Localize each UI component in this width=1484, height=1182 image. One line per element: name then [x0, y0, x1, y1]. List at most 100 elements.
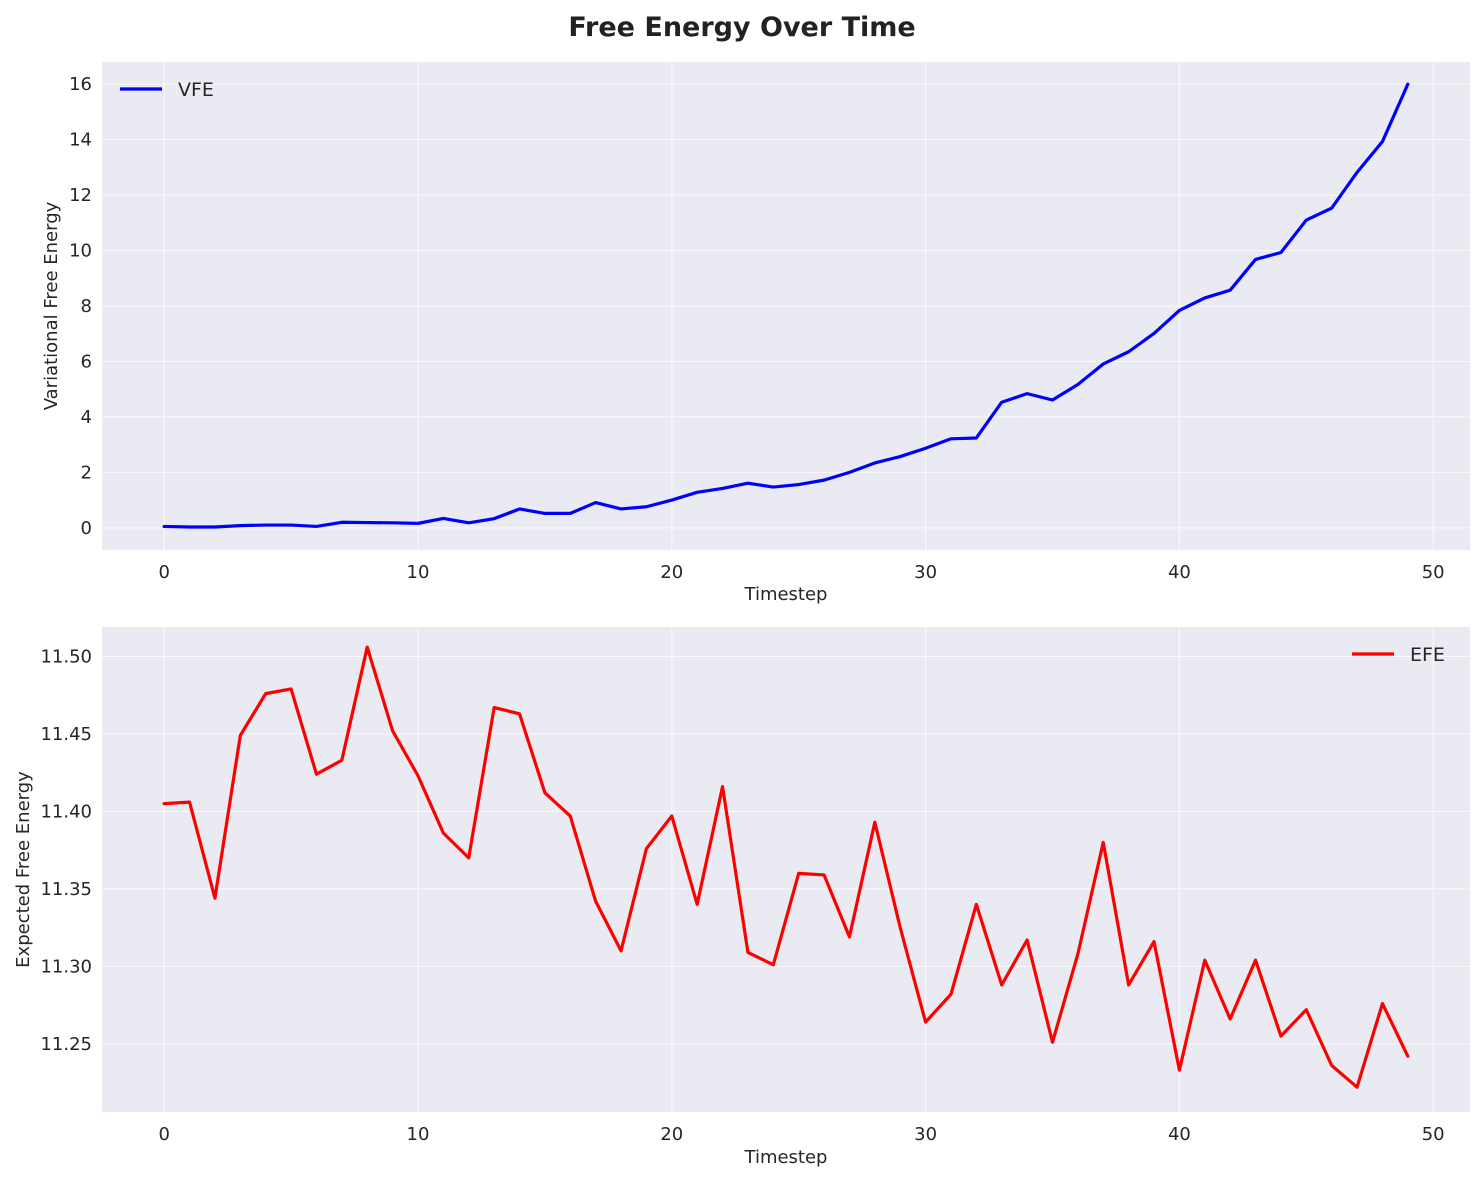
efe-data-point	[238, 733, 242, 737]
efe-data-point	[771, 963, 775, 967]
vfe-data-point	[441, 516, 445, 520]
efe-data-point	[1127, 983, 1131, 987]
vfe-data-point	[1330, 206, 1334, 210]
efe-y-tick-label: 11.25	[40, 1034, 92, 1055]
efe-data-point	[314, 772, 318, 776]
efe-data-point	[416, 774, 420, 778]
efe-data-point	[898, 926, 902, 930]
efe-x-axis-label: Timestep	[744, 1147, 828, 1168]
efe-data-point	[1330, 1064, 1334, 1068]
vfe-data-point	[746, 481, 750, 485]
vfe-chart-panel: 0 10 20 30 40 50 0 2 4 6 8 10 12 14 16 Timestep Variatio…	[41, 62, 1470, 605]
vfe-data-point	[644, 505, 648, 509]
vfe-data-point	[543, 511, 547, 515]
vfe-data-point	[594, 501, 598, 505]
efe-data-point	[746, 950, 750, 954]
efe-data-point	[1380, 1002, 1384, 1006]
efe-data-point	[619, 949, 623, 953]
efe-plot-area	[102, 627, 1470, 1112]
efe-x-tick-label: 30	[914, 1124, 937, 1145]
vfe-y-tick-label: 14	[69, 130, 92, 151]
vfe-y-tick-label: 16	[69, 74, 92, 95]
efe-x-tick-label: 50	[1422, 1124, 1445, 1145]
vfe-data-point	[822, 478, 826, 482]
vfe-x-tick-label: 20	[660, 562, 683, 583]
figure-title: Free Energy Over Time	[568, 12, 915, 43]
efe-data-point	[1228, 1017, 1232, 1021]
efe-data-point	[492, 706, 496, 710]
efe-series-line	[162, 645, 1410, 1089]
efe-data-point	[594, 899, 598, 903]
vfe-x-tick-label: 40	[1168, 562, 1191, 583]
efe-legend-label: EFE	[1410, 644, 1445, 666]
vfe-data-point	[1177, 308, 1181, 312]
efe-data-point	[1203, 958, 1207, 962]
efe-y-axis-label: Expected Free Energy	[13, 771, 34, 968]
efe-chart-panel: 0 10 20 30 40 50 11.25 11.30 11.35 11.40 11.45 11.5…	[13, 627, 1470, 1168]
vfe-data-point	[1152, 331, 1156, 335]
vfe-data-point	[1203, 296, 1207, 300]
vfe-data-point	[898, 455, 902, 459]
vfe-series-line	[162, 82, 1410, 529]
vfe-y-tick-label: 12	[69, 185, 92, 206]
vfe-data-point	[924, 446, 928, 450]
vfe-data-point	[1025, 392, 1029, 396]
vfe-data-point	[771, 485, 775, 489]
efe-data-point	[391, 729, 395, 733]
vfe-data-point	[1228, 288, 1232, 292]
vfe-data-point	[213, 525, 217, 529]
efe-data-point	[644, 847, 648, 851]
efe-data-point	[441, 831, 445, 835]
vfe-x-tick-label: 10	[407, 562, 430, 583]
efe-data-point	[467, 856, 471, 860]
vfe-data-point	[264, 523, 268, 527]
vfe-data-point	[695, 490, 699, 494]
vfe-data-point	[670, 498, 674, 502]
vfe-y-tick-label: 4	[81, 407, 92, 428]
efe-data-point	[1304, 1008, 1308, 1012]
vfe-data-point	[568, 511, 572, 515]
vfe-data-point	[1076, 382, 1080, 386]
vfe-data-point	[974, 436, 978, 440]
vfe-y-tick-label: 10	[69, 241, 92, 262]
vfe-data-point	[391, 521, 395, 525]
vfe-y-tick-label: 8	[81, 296, 92, 317]
vfe-data-point	[847, 470, 851, 474]
vfe-x-tick-label: 0	[158, 562, 169, 583]
efe-data-point	[1000, 983, 1004, 987]
efe-y-tick-label: 11.30	[40, 956, 92, 977]
efe-data-point	[873, 820, 877, 824]
vfe-data-point	[340, 520, 344, 524]
efe-data-point	[670, 814, 674, 818]
vfe-y-tick-label: 2	[81, 462, 92, 483]
efe-data-point	[1101, 840, 1105, 844]
vfe-data-point	[1380, 140, 1384, 144]
efe-data-point	[289, 687, 293, 691]
vfe-data-point	[188, 525, 192, 529]
efe-data-point	[1406, 1054, 1410, 1058]
efe-data-point	[847, 935, 851, 939]
vfe-data-point	[619, 507, 623, 511]
efe-data-point	[264, 692, 268, 696]
efe-data-point	[188, 800, 192, 804]
vfe-y-tick-label: 6	[81, 351, 92, 372]
vfe-data-point	[492, 517, 496, 521]
efe-data-point	[1355, 1085, 1359, 1089]
vfe-data-point	[1050, 398, 1054, 402]
vfe-x-tick-label: 30	[914, 562, 937, 583]
efe-data-point	[340, 758, 344, 762]
vfe-data-point	[467, 521, 471, 525]
vfe-y-axis-label: Variational Free Energy	[41, 201, 62, 410]
vfe-data-point	[416, 521, 420, 525]
vfe-data-point	[238, 524, 242, 528]
efe-y-tick-label: 11.45	[40, 724, 92, 745]
vfe-y-tick-label: 0	[81, 518, 92, 539]
efe-data-point	[1076, 952, 1080, 956]
vfe-x-axis-label: Timestep	[744, 584, 828, 605]
vfe-data-point	[1355, 170, 1359, 174]
efe-data-point	[518, 712, 522, 716]
vfe-data-point	[1406, 82, 1410, 86]
efe-data-point	[162, 802, 166, 806]
efe-data-point	[721, 785, 725, 789]
vfe-x-tick-label: 50	[1422, 562, 1445, 583]
